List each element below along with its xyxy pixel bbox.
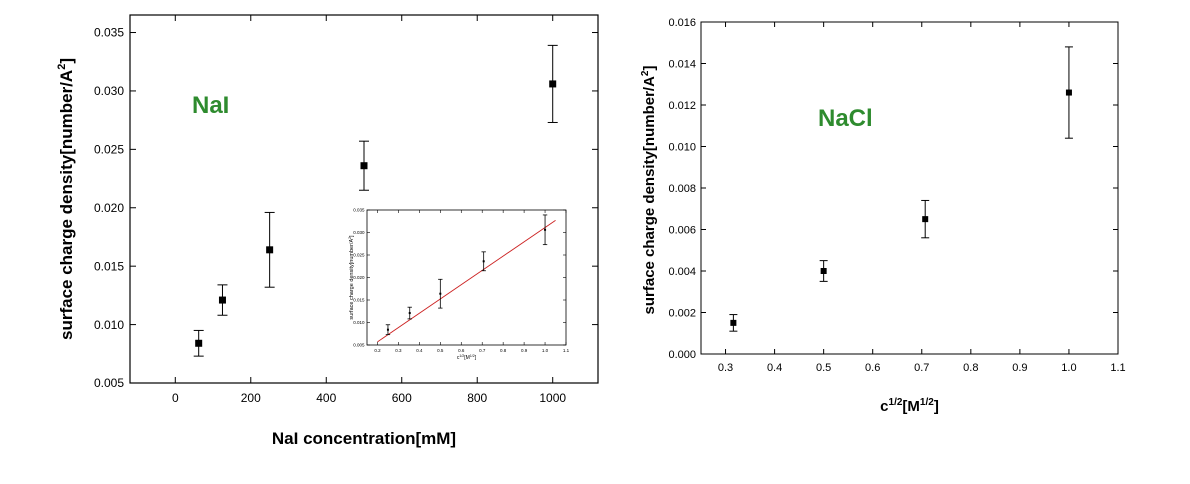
plot-frame: [700, 21, 1119, 355]
x-tick-label: 0.2: [374, 348, 381, 353]
x-tick-label: 1.0: [1061, 362, 1076, 374]
y-tick-label: 0.008: [668, 183, 696, 195]
x-tick-label: 0.5: [816, 362, 831, 374]
inset-x-axis-label: c1/2[M1/2]: [457, 354, 477, 361]
x-tick-label: 200: [241, 391, 261, 405]
data-point: [360, 162, 368, 170]
y-tick-label: 0.015: [94, 259, 124, 273]
x-tick-label: 0.8: [963, 362, 978, 374]
y-tick-label: 0.000: [668, 349, 696, 361]
x-axis-label: c1/2[M1/2]: [880, 397, 939, 415]
y-tick-label: 0.035: [353, 208, 365, 213]
y-tick-label: 0.010: [668, 141, 696, 153]
x-tick-label: 0.3: [395, 348, 402, 353]
data-point: [386, 328, 389, 331]
x-tick-label: 0.5: [437, 348, 444, 353]
data-point: [482, 260, 485, 263]
data-point: [544, 228, 547, 231]
y-tick-label: 0.030: [353, 230, 365, 235]
fit-line: [377, 219, 556, 343]
y-tick-label: 0.010: [94, 318, 124, 332]
data-point: [408, 312, 411, 315]
y-axis-label: surface charge density[number/A2]: [56, 58, 76, 340]
series-annotation: NaCl: [818, 105, 873, 132]
series-annotation: NaI: [192, 92, 229, 119]
y-tick-label: 0.030: [94, 84, 124, 98]
y-tick-label: 0.025: [353, 253, 365, 258]
x-tick-label: 0: [172, 391, 179, 405]
data-point: [820, 268, 827, 274]
data-point: [439, 292, 442, 295]
y-tick-label: 0.020: [353, 275, 365, 280]
y-tick-label: 0.002: [668, 307, 696, 319]
y-tick-label: 0.005: [94, 376, 124, 390]
x-tick-label: 800: [467, 391, 487, 405]
x-tick-label: 0.9: [521, 348, 528, 353]
data-point: [266, 246, 274, 254]
y-tick-label: 0.006: [668, 224, 696, 236]
y-tick-label: 0.035: [94, 26, 124, 40]
x-tick-label: 1000: [539, 391, 566, 405]
y-tick-label: 0.015: [353, 298, 365, 303]
data-point: [922, 216, 929, 223]
data-point: [1065, 89, 1072, 96]
x-tick-label: 0.3: [718, 362, 733, 374]
y-tick-label: 0.014: [668, 58, 696, 70]
data-point: [218, 296, 226, 304]
x-tick-label: 0.7: [479, 348, 486, 353]
x-tick-label: 400: [316, 391, 336, 405]
x-axis-label: NaI concentration[mM]: [272, 429, 456, 448]
y-tick-label: 0.012: [668, 100, 696, 112]
x-tick-label: 0.4: [416, 348, 423, 353]
x-tick-label: 0.8: [500, 348, 507, 353]
y-axis-label: surface charge density[number/A2]: [640, 66, 658, 315]
x-tick-label: 0.9: [1012, 362, 1027, 374]
y-tick-label: 0.025: [94, 143, 124, 157]
y-tick-label: 0.005: [353, 343, 365, 348]
y-tick-label: 0.004: [668, 266, 696, 278]
x-tick-label: 0.6: [865, 362, 880, 374]
x-tick-label: 1.1: [563, 348, 570, 353]
x-tick-label: 0.4: [767, 362, 782, 374]
x-tick-label: 0.6: [458, 348, 465, 353]
x-tick-label: 0.7: [914, 362, 929, 374]
inset-chart: 0.2 0.3 0.4 0.5 0.6 0.7 0.8 0.9 1.0 1.1 0.005 0.010…: [348, 208, 570, 361]
data-point: [195, 339, 203, 347]
x-tick-label: 600: [392, 391, 412, 405]
data-point: [730, 319, 737, 326]
y-tick-label: 0.016: [668, 17, 696, 29]
plot-frame: [129, 14, 599, 384]
data-point: [549, 80, 557, 88]
y-tick-label: 0.020: [94, 201, 124, 215]
inset-y-axis-label: surface charge density[number/A2]: [348, 235, 355, 320]
inset-background: [367, 210, 566, 345]
y-tick-label: 0.010: [353, 320, 365, 325]
x-tick-label: 1.0: [542, 348, 549, 353]
nai-chart: 0 200 400 600 800 1000 0.005 0.010 0.015 0.020 0.0…: [56, 14, 599, 448]
x-tick-label: 1.1: [1110, 362, 1125, 374]
nacl-chart: 0.3 0.4 0.5 0.6 0.7 0.8 0.9 1.0 1.1 0.000 0.002 0.0…: [640, 17, 1126, 415]
